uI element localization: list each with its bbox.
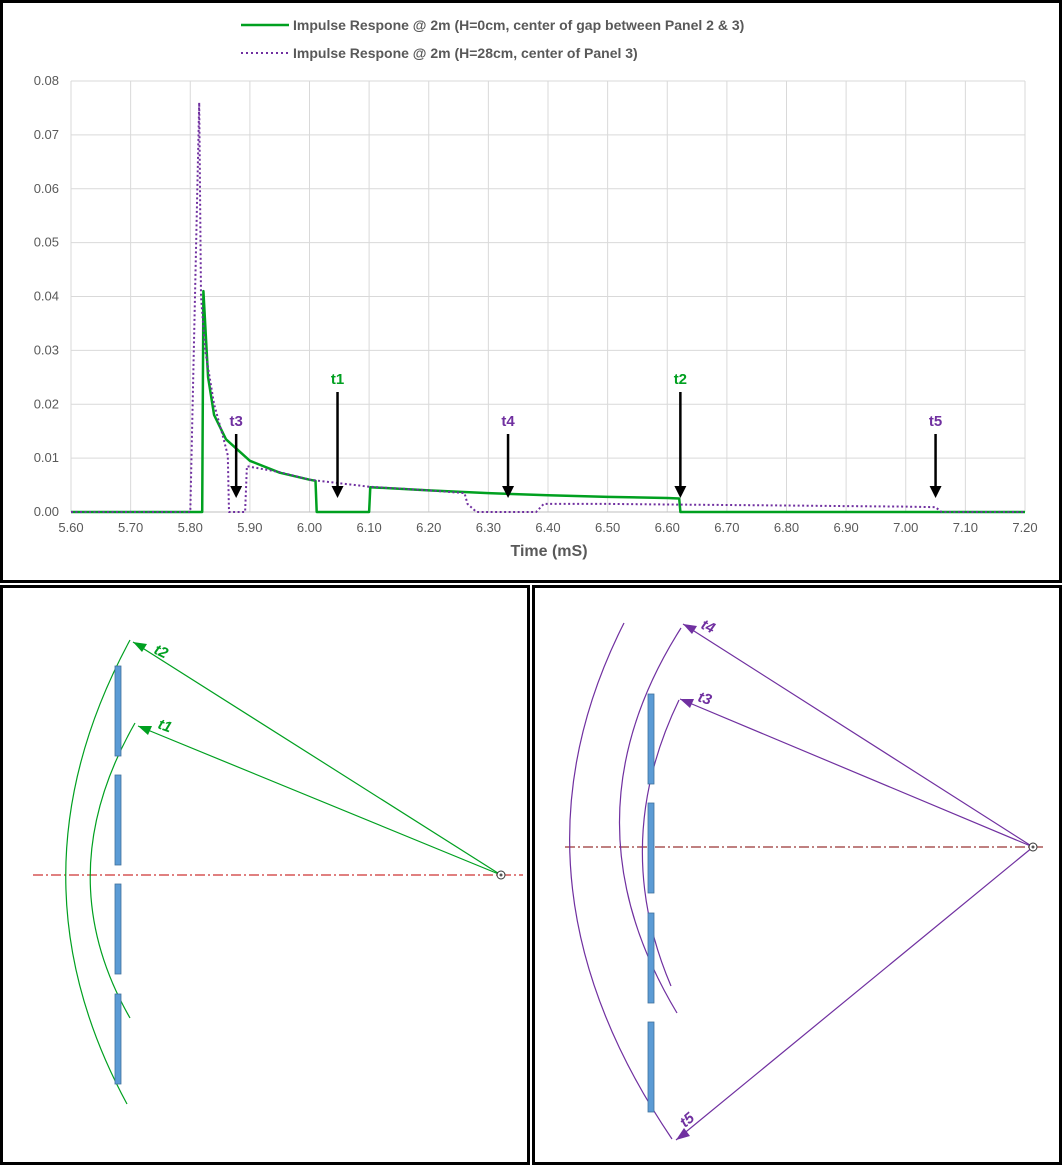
y-tick-label: 0.01 [34,450,59,465]
reflection-diagram-right: t4 t3 t5 [565,616,1045,1141]
x-tick-label: 7.20 [1012,520,1037,535]
impulse-response-chart: 5.60 5.70 5.80 5.90 6.00 6.10 6.20 6.30 6.40 6.50… [34,17,1038,560]
listener-point-dot [499,873,503,877]
legend-label-series-2: Impulse Respone @ 2m (H=28cm, center of … [293,45,638,61]
ray-t2-arrowhead [133,642,147,652]
x-axis-label: Time (mS) [510,543,587,560]
ray-t5 [675,846,1034,1141]
impulse-response-chart-panel: 5.60 5.70 5.80 5.90 6.00 6.10 6.20 6.30 6.40 6.50… [0,0,1062,583]
listener-point-dot [1031,845,1035,849]
annotation-label-t2: t2 [674,371,687,388]
annotation-label-t4: t4 [501,413,515,430]
annotation-arrowhead-t4 [502,486,515,498]
geometry-diagram-gap: t2 t1 [0,585,530,1165]
y-tick-label: 0.02 [34,396,59,411]
annotation-label-t3: t3 [229,413,242,430]
x-tick-label: 6.80 [774,520,799,535]
label-t1: t1 [156,716,174,737]
ray-t3-arrowhead [680,699,694,708]
x-tick-label: 6.60 [655,520,680,535]
label-t5: t5 [677,1109,699,1131]
y-tick-label: 0.06 [34,181,59,196]
ray-t5-arrowhead [676,1128,690,1140]
series-line-1 [71,289,1025,514]
x-tick-label: 6.70 [714,520,739,535]
y-tick-label: 0.03 [34,342,59,357]
x-tick-label: 7.10 [953,520,978,535]
x-tick-label: 6.90 [833,520,858,535]
ray-t2 [132,641,502,876]
wavefront-arc-t5 [569,622,673,1140]
chart-series [71,101,1025,514]
wavefront-arc-t1 [89,722,136,1019]
label-t2: t2 [151,641,171,662]
y-tick-label: 0.05 [34,235,59,250]
x-tick-label: 6.40 [535,520,560,535]
annotation-arrowhead-t5 [929,486,942,498]
x-tick-label: 6.20 [416,520,441,535]
x-tick-label: 5.80 [178,520,203,535]
x-tick-label: 6.00 [297,520,322,535]
ray-t3 [679,698,1034,848]
reflection-diagram-left: t2 t1 [33,639,523,1105]
diffuser-panel-4 [114,993,122,1085]
annotation-arrowhead-t1 [331,486,344,498]
x-tick-label: 5.70 [118,520,143,535]
ray-t4 [682,623,1034,848]
label-t3: t3 [696,689,715,709]
diffuser-panel-1 [647,693,655,785]
x-tick-label: 6.10 [356,520,381,535]
diffuser-panel-3 [114,883,122,975]
ray-t4-arrowhead [683,624,697,634]
legend-label-series-1: Impulse Respone @ 2m (H=0cm, center of g… [293,17,744,33]
diffuser-panel-2 [647,802,655,894]
chart-axes: 5.60 5.70 5.80 5.90 6.00 6.10 6.20 6.30 6.40 6.50… [34,73,1038,535]
x-tick-label: 5.60 [58,520,83,535]
chart-legend: Impulse Respone @ 2m (H=0cm, center of g… [241,17,744,61]
wavefront-arc-t2 [65,639,131,1105]
y-tick-label: 0.07 [34,127,59,142]
geometry-diagram-panel-center: t4 t3 t5 [532,585,1062,1165]
x-tick-label: 7.00 [893,520,918,535]
wavefront-arc-t3 [641,699,680,987]
diffuser-panel-3 [647,912,655,1004]
y-tick-label: 0.04 [34,289,59,304]
x-tick-label: 6.50 [595,520,620,535]
x-tick-label: 5.90 [237,520,262,535]
chart-grid [70,80,1026,513]
ray-t1-arrowhead [138,726,152,735]
annotation-label-t5: t5 [929,413,942,430]
label-t4: t4 [698,616,718,637]
annotation-arrowhead-t2 [674,486,687,498]
annotation-arrowhead-t3 [230,486,243,498]
y-tick-label: 0.00 [34,504,59,519]
chart-annotations: t1 t2 t3 t4 t5 [229,371,942,498]
diffuser-panel-1 [114,665,122,757]
y-tick-label: 0.08 [34,73,59,88]
x-tick-label: 6.30 [476,520,501,535]
annotation-label-t1: t1 [331,371,344,388]
ray-t1 [137,725,502,876]
diffuser-panel-2 [114,774,122,866]
diffuser-panel-4 [647,1021,655,1113]
